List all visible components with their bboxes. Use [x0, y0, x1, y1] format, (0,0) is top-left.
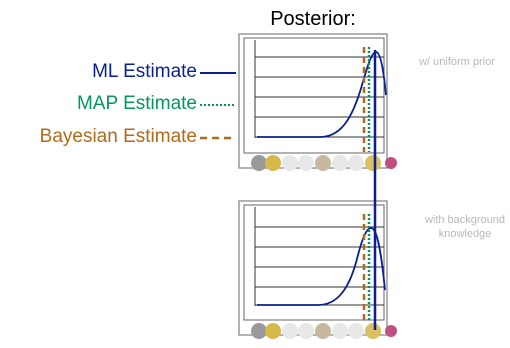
bottom-plot: [239, 201, 387, 335]
top-plot: [239, 34, 387, 168]
plots: [0, 0, 510, 348]
bottom-note: with background knowledge: [418, 213, 510, 241]
title: Posterior:: [240, 8, 386, 31]
top-note: w/ uniform prior: [402, 55, 510, 69]
bayes-label: Bayesian Estimate: [0, 126, 197, 148]
slide: Posterior: ML Estimate MAP Estimate Baye…: [0, 0, 510, 348]
ml-label: ML Estimate: [0, 61, 197, 83]
map-label: MAP Estimate: [0, 93, 197, 115]
